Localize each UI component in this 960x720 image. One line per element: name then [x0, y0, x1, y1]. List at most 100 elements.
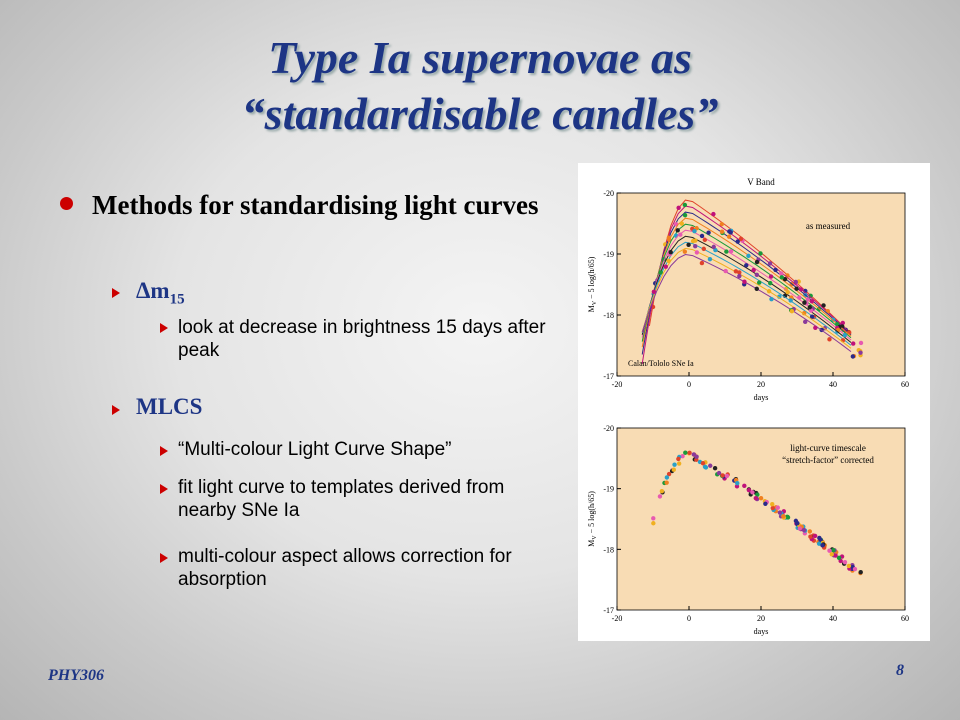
photometry-point [672, 462, 677, 467]
y-label-text: M [587, 305, 596, 312]
plot-area [616, 192, 906, 377]
photometry-point [707, 256, 713, 262]
photometry-point [666, 471, 672, 477]
photometry-point [690, 238, 696, 244]
y-tick-label: -18 [603, 545, 614, 554]
photometry-point [768, 280, 773, 286]
photometry-point [807, 529, 813, 534]
x-tick-label: 40 [829, 380, 837, 389]
bullet-arrow [160, 553, 168, 563]
photometry-point [758, 251, 763, 256]
photometry-point [699, 233, 705, 239]
page-number: 8 [896, 662, 904, 679]
annotation: light-curve timescale [790, 443, 866, 453]
light-curve [641, 247, 852, 349]
photometry-point [694, 454, 699, 459]
photometry-point [687, 450, 692, 456]
photometry-point [703, 465, 709, 470]
label-text: Δm [136, 278, 170, 303]
photometry-point [827, 548, 832, 553]
y-tick-label: -17 [603, 372, 614, 381]
light-curve [648, 199, 852, 334]
x-tick-label: 60 [901, 614, 909, 623]
photometry-point [829, 552, 834, 557]
photometry-point [842, 333, 847, 338]
photometry-point [817, 535, 822, 541]
photometry-point [659, 489, 665, 494]
photometry-point [851, 341, 856, 346]
photometry-point [785, 514, 790, 519]
photometry-point [712, 466, 718, 471]
photometry-point [668, 249, 673, 255]
photometry-point [770, 505, 775, 511]
photometry-point [711, 211, 716, 217]
photometry-point [679, 221, 684, 226]
photometry-point [742, 483, 747, 489]
photometry-point [699, 260, 705, 266]
bullet-arrow [112, 405, 120, 415]
photometry-point [788, 298, 793, 303]
x-tick-label: -20 [612, 614, 623, 623]
photometry-point [746, 253, 751, 259]
sub-bullet: MLCS [136, 394, 203, 419]
bullet-arrow [112, 288, 120, 298]
photometry-point [775, 505, 780, 510]
photometry-point [724, 249, 729, 254]
photometry-point [664, 475, 670, 480]
photometry-point [816, 541, 822, 546]
x-tick-label: -20 [612, 380, 623, 389]
bullet-arrow [160, 323, 168, 333]
photometry-point [700, 461, 706, 466]
y-label-text: M [587, 540, 596, 547]
photometry-point [735, 239, 740, 244]
photometry-point [693, 243, 698, 249]
photometry-point [779, 275, 784, 280]
photometry-point [821, 303, 826, 308]
photometry-point [807, 304, 812, 310]
photometry-point [766, 289, 772, 294]
photometry-point [706, 230, 711, 235]
title-line: “standardisable candles” [241, 88, 719, 139]
photometry-point [858, 340, 864, 346]
photometry-point [682, 202, 688, 208]
photometry-point [737, 273, 742, 279]
photometry-point [802, 300, 807, 305]
annotation: Calan/Tololo SNe Ia [628, 359, 694, 368]
photometry-point [746, 487, 752, 493]
photometry-point [651, 289, 657, 294]
photometry-point [716, 470, 722, 476]
photometry-point [720, 473, 725, 478]
title-line: Type Ia supernovae as [268, 32, 692, 83]
photometry-point [724, 473, 730, 479]
y-tick-label: -19 [603, 250, 614, 259]
photometry-point [671, 467, 676, 472]
photometry-point [858, 569, 863, 575]
photometry-point [719, 221, 724, 227]
slide-title: Type Ia supernovae as “standardisable ca… [0, 30, 960, 142]
photometry-point [773, 267, 778, 273]
photometry-point [723, 268, 728, 274]
y-tick-label: -18 [603, 311, 614, 320]
photometry-point [858, 350, 863, 355]
panel-title: V Band [747, 177, 775, 187]
photometry-point [801, 311, 807, 316]
photometry-point [680, 453, 685, 459]
photometry-point [754, 272, 760, 278]
photometry-point [658, 270, 663, 275]
sub-sub-bullet: look at decrease in brightness 15 days a… [178, 317, 546, 361]
photometry-point [733, 269, 739, 274]
photometry-point [744, 263, 749, 268]
photometry-point [777, 510, 783, 515]
photometry-point [808, 293, 813, 299]
photometry-point [753, 495, 759, 501]
y-label-sub: V [592, 535, 598, 540]
x-tick-label: 20 [757, 380, 765, 389]
photometry-point [675, 228, 680, 233]
photometry-point [808, 308, 814, 313]
photometry-point [657, 494, 663, 499]
y-label-rest: − 5 log(h/65) [587, 256, 596, 301]
photometry-point [785, 290, 790, 295]
photometry-point [794, 286, 799, 291]
photometry-point [812, 533, 818, 539]
